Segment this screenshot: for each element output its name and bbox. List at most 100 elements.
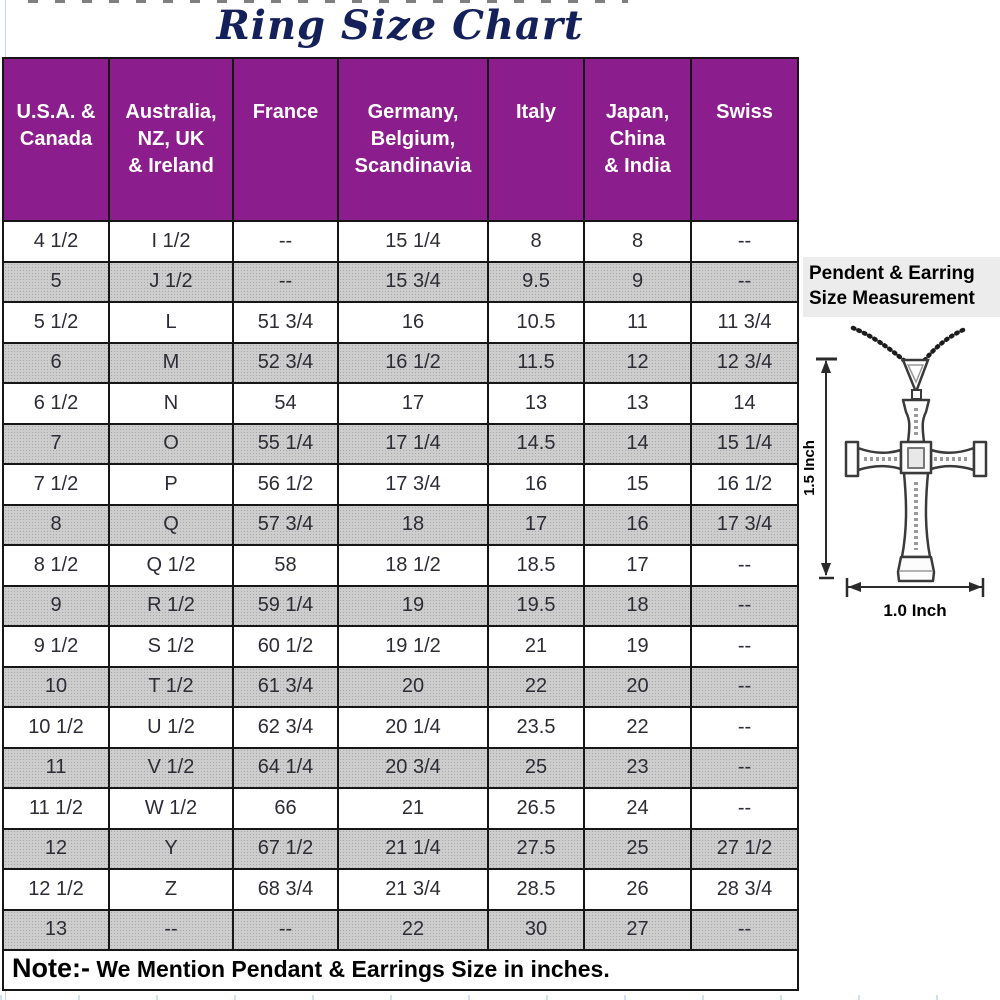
table-cell: -- [108, 908, 234, 951]
table-cell: 5 [2, 260, 110, 303]
table-cell: 22 [583, 706, 692, 749]
table-cell: 10 [2, 665, 110, 708]
table-cell: -- [690, 584, 799, 627]
table-cell: 18.5 [487, 544, 585, 587]
table-cell: 21 [337, 787, 489, 830]
table-cell: -- [690, 625, 799, 668]
table-cell: 6 [2, 341, 110, 384]
note-cell: Note:- We Mention Pendant & Earrings Siz… [2, 949, 799, 991]
table-cell: 14 [690, 382, 799, 425]
table-cell: 15 [583, 463, 692, 506]
table-cell: 18 1/2 [337, 544, 489, 587]
table-cell: 22 [337, 908, 489, 951]
table-cell: 11 [583, 301, 692, 344]
page-title: Ring Size Chart [216, 2, 584, 49]
table-cell: 57 3/4 [232, 503, 339, 546]
height-measure-arrow [816, 357, 837, 580]
table-cell: 8 [583, 220, 692, 263]
table-row: 4 1/2 I 1/2 -- 15 1/4 8 8 -- [2, 220, 799, 263]
table-cell: 22 [487, 665, 585, 708]
table-cell: 13 [583, 382, 692, 425]
table-cell: I 1/2 [108, 220, 234, 263]
table-cell: 25 [487, 746, 585, 789]
table-cell: 25 [583, 827, 692, 870]
table-cell: 17 [583, 544, 692, 587]
table-cell: Q [108, 503, 234, 546]
table-cell: 68 3/4 [232, 868, 339, 911]
table-cell: 11.5 [487, 341, 585, 384]
table-row: 11 1/2 W 1/2 66 21 26.5 24 -- [2, 787, 799, 830]
table-cell: -- [690, 665, 799, 708]
table-cell: 15 1/4 [690, 422, 799, 465]
cross-pendant-diagram: 1.5 Inch [801, 325, 988, 620]
table-cell: 9 [2, 584, 110, 627]
table-cell: 8 [2, 503, 110, 546]
table-cell: 11 3/4 [690, 301, 799, 344]
table-cell: 27 1/2 [690, 827, 799, 870]
table-cell: 9.5 [487, 260, 585, 303]
table-cell: S 1/2 [108, 625, 234, 668]
table-cell: -- [690, 908, 799, 951]
table-cell: Y [108, 827, 234, 870]
table-row: 9 1/2 S 1/2 60 1/2 19 1/2 21 19 -- [2, 625, 799, 668]
table-header: U.S.A. & Canada Australia, NZ, UK & Irel… [2, 57, 799, 222]
ring-size-table-body: 4 1/2 I 1/2 -- 15 1/4 8 8 -- 5 J 1/2 -- 15 3/4 9.5 9… [2, 220, 799, 951]
bottom-gridline-artifact [0, 995, 1000, 1000]
table-cell: -- [232, 220, 339, 263]
table-row: 12 1/2 Z 68 3/4 21 3/4 28.5 26 28 3/4 [2, 868, 799, 911]
table-cell: 20 [337, 665, 489, 708]
column-header-italy: Italy [487, 57, 585, 222]
table-cell: 8 [487, 220, 585, 263]
column-header-japan-china: Japan, China & India [583, 57, 692, 222]
table-cell: -- [690, 220, 799, 263]
table-cell: -- [690, 706, 799, 749]
table-cell: N [108, 382, 234, 425]
table-cell: 8 1/2 [2, 544, 110, 587]
table-cell: 17 1/4 [337, 422, 489, 465]
table-cell: -- [690, 544, 799, 587]
table-cell: 7 [2, 422, 110, 465]
table-row: 7 O 55 1/4 17 1/4 14.5 14 15 1/4 [2, 422, 799, 465]
side-panel-title: Pendent & Earring Size Measurement [803, 257, 1000, 317]
table-cell: 21 [487, 625, 585, 668]
table-cell: 18 [583, 584, 692, 627]
pendant-illustration: 1.5 Inch [800, 320, 1000, 625]
table-cell: 9 1/2 [2, 625, 110, 668]
table-cell: 12 3/4 [690, 341, 799, 384]
table-cell: 12 1/2 [2, 868, 110, 911]
table-cell: 4 1/2 [2, 220, 110, 263]
table-cell: 27 [583, 908, 692, 951]
table-cell: 62 3/4 [232, 706, 339, 749]
note-row: Note:- We Mention Pendant & Earrings Siz… [2, 949, 799, 991]
width-measure-arrow [845, 578, 985, 597]
table-cell: 16 [337, 301, 489, 344]
table-cell: 17 [487, 503, 585, 546]
table-cell: 11 1/2 [2, 787, 110, 830]
bail [901, 358, 930, 400]
table-cell: 24 [583, 787, 692, 830]
table-cell: 19.5 [487, 584, 585, 627]
table-cell: 23.5 [487, 706, 585, 749]
column-header-australia-uk: Australia, NZ, UK & Ireland [108, 57, 234, 222]
table-cell: 51 3/4 [232, 301, 339, 344]
table-cell: -- [690, 260, 799, 303]
table-cell: 64 1/4 [232, 746, 339, 789]
table-cell: 13 [487, 382, 585, 425]
table-cell: 19 [583, 625, 692, 668]
table-cell: 66 [232, 787, 339, 830]
cross-body [844, 398, 988, 583]
table-cell: 21 1/4 [337, 827, 489, 870]
table-cell: 56 1/2 [232, 463, 339, 506]
table-cell: 11 [2, 746, 110, 789]
table-cell: 10 1/2 [2, 706, 110, 749]
table-row: 6 1/2 N 54 17 13 13 14 [2, 382, 799, 425]
top-edge-artifact [28, 0, 628, 3]
table-cell: P [108, 463, 234, 506]
table-cell: 17 3/4 [690, 503, 799, 546]
ring-size-table: U.S.A. & Canada Australia, NZ, UK & Irel… [2, 57, 799, 991]
table-cell: 16 [487, 463, 585, 506]
table-cell: 27.5 [487, 827, 585, 870]
table-footer: Note:- We Mention Pendant & Earrings Siz… [2, 949, 799, 991]
table-cell: Q 1/2 [108, 544, 234, 587]
note-label: Note:- [12, 953, 90, 983]
